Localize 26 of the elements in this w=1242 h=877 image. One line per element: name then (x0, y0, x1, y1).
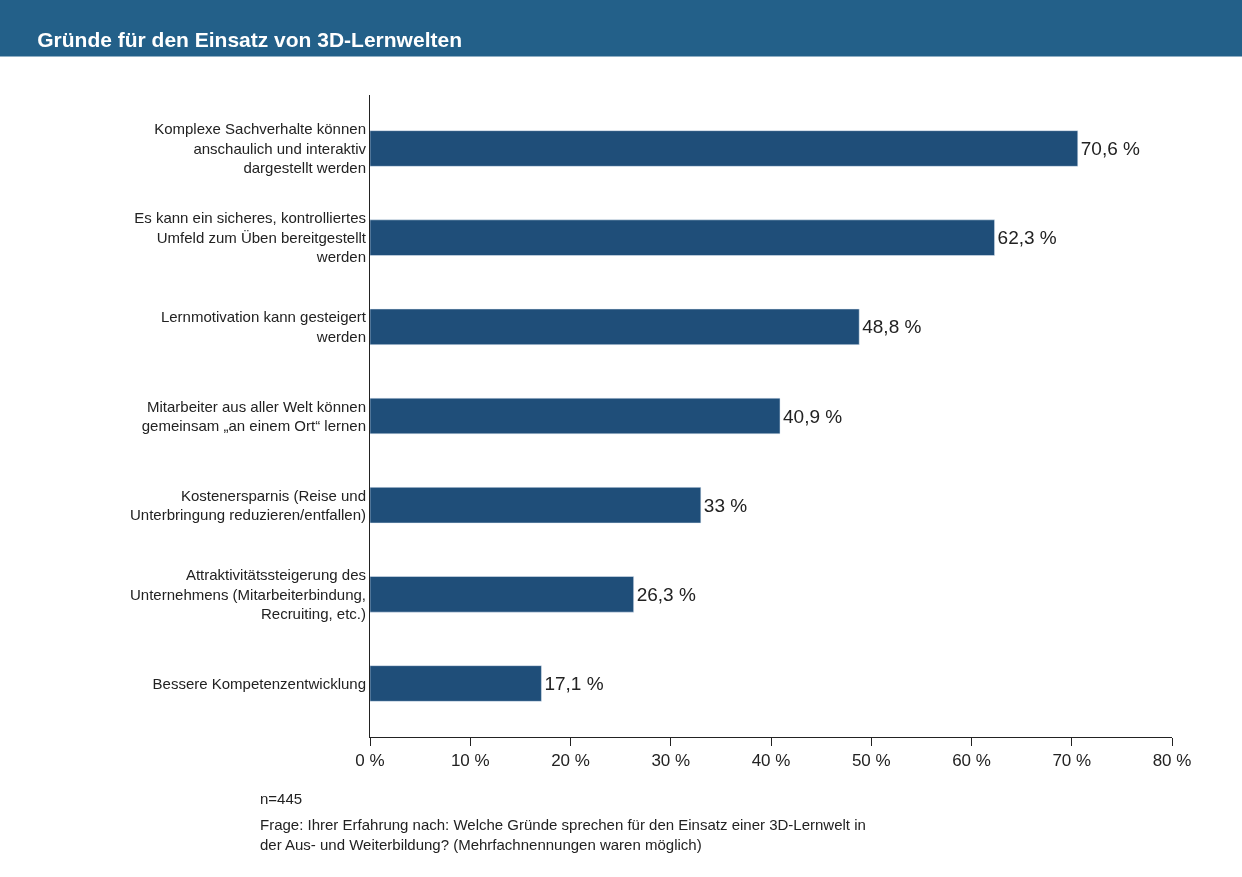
data-label: 70,6 % (1080, 138, 1141, 159)
y-tick-label: Es kann ein sicheres, kontrolliertes Umfeld zum Üben bereitgestellt werden (134, 209, 367, 266)
y-tick-label: Kostenersparnis (Reise und Unterbringung reduzieren/entfallen) (130, 486, 366, 524)
data-label: 40,9 % (783, 405, 843, 427)
y-tick-label: Lernmotivation kann gesteigert werden (160, 308, 367, 345)
x-tick-label: 70 % (1052, 751, 1092, 771)
x-tick-label: 40 % (751, 751, 791, 771)
y-tick-label: Attraktivitätssteigerung des Unternehmens (Mitarbeiterbindung, Recruiting, etc.) (130, 566, 366, 623)
x-tick-label: 10 % (450, 751, 490, 771)
chart-title: Gründe für den Einsatz von 3D-Lernwelten (37, 27, 462, 51)
data-label: 48,8 % (862, 316, 922, 338)
text: Frage: Ihrer Erfahrung nach: Welche Gründe sprechen für den Einsatz einer 3D-Lernwelt in der Aus- und Weiterbildung? (Mehrfachnennungen waren möglich) (260, 816, 866, 853)
text: n=445 (260, 790, 303, 807)
data-label: 33 % (703, 494, 748, 516)
x-tick-label: 50 % (851, 751, 891, 771)
data-label: 62,3 % (997, 227, 1057, 249)
x-tick-label: 30 % (651, 751, 691, 771)
data-label: 26,3 % (636, 583, 696, 605)
x-tick-label: 20 % (551, 751, 590, 771)
x-tick-label: 0 % (355, 751, 385, 771)
y-tick-label: Bessere Kompetenzentwicklung (152, 674, 366, 692)
y-tick-label: Mitarbeiter aus aller Welt können gemeinsam „an einem Ort“ lernen (141, 397, 366, 434)
data-label: 17,1 % (544, 673, 604, 694)
x-tick-label: 60 % (952, 751, 991, 771)
x-tick-label: 80 % (1152, 751, 1192, 771)
y-tick-label: Komplexe Sachverhalte können anschaulich und interaktiv dargestellt werden (154, 120, 367, 177)
